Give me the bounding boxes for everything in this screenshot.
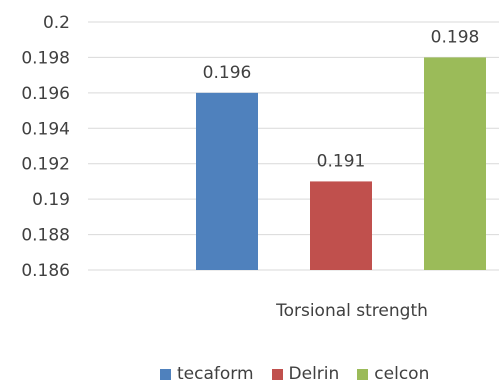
data-label-tecaform: 0.196 (203, 63, 252, 83)
chart-legend: tecaform Delrin celcon (160, 364, 429, 384)
legend-label-celcon: celcon (374, 364, 430, 384)
legend-swatch-celcon (357, 368, 369, 380)
legend-item-celcon: celcon (357, 364, 429, 384)
legend-item-delrin: Delrin (271, 364, 340, 384)
legend-label-tecaform: tecaform (177, 364, 254, 384)
x-category-label: Torsional strength (275, 301, 428, 321)
y-tick-label: 0.2 (43, 13, 70, 33)
data-label-celcon: 0.198 (431, 27, 480, 47)
legend-label-delrin: Delrin (288, 364, 340, 384)
y-tick-label: 0.186 (21, 261, 70, 281)
y-tick-label: 0.192 (21, 155, 70, 175)
data-label-delrin: 0.191 (317, 151, 366, 171)
bar-celcon (424, 57, 486, 270)
y-tick-label: 0.194 (21, 119, 70, 139)
y-tick-label: 0.19 (32, 190, 70, 210)
bar-tecaform (196, 92, 258, 270)
bar-delrin (310, 181, 372, 270)
y-tick-label: 0.188 (21, 226, 70, 246)
legend-swatch-tecaform (160, 368, 171, 380)
legend-item-tecaform: tecaform (160, 364, 254, 384)
y-tick-label: 0.196 (21, 84, 70, 104)
legend-swatch-delrin (271, 368, 283, 380)
y-tick-label: 0.198 (21, 48, 70, 68)
